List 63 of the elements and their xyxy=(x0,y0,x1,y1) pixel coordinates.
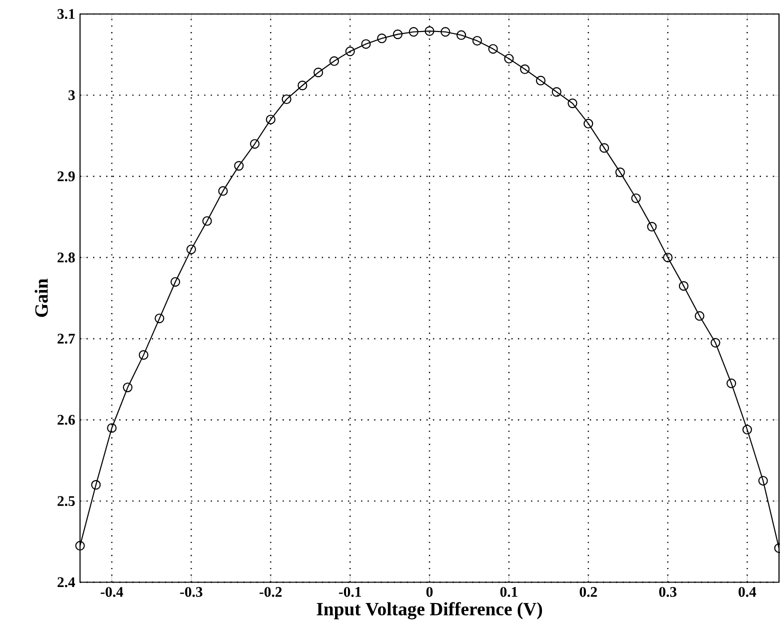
y-tick-label: 2.7 xyxy=(58,334,75,344)
point xyxy=(710,338,720,348)
point xyxy=(568,98,578,108)
point xyxy=(678,281,688,291)
point xyxy=(361,39,371,49)
point xyxy=(599,143,610,153)
point xyxy=(742,424,752,434)
x-tick-label: 0.1 xyxy=(500,586,518,597)
point xyxy=(694,311,704,321)
point xyxy=(392,29,403,39)
point xyxy=(218,186,228,196)
point xyxy=(488,44,498,54)
x-tick-label: 0.3 xyxy=(659,586,676,597)
point xyxy=(107,423,117,433)
point xyxy=(408,26,418,37)
point xyxy=(122,382,132,392)
point xyxy=(186,244,196,254)
point xyxy=(154,313,164,324)
point xyxy=(726,378,736,388)
point xyxy=(377,33,387,44)
y-tick-label: 2.8 xyxy=(58,252,75,262)
point xyxy=(552,87,562,97)
point xyxy=(250,138,260,149)
point xyxy=(266,114,276,124)
y-tick-label: 3.1 xyxy=(58,8,75,19)
point xyxy=(282,94,292,104)
x-tick-label: -0.4 xyxy=(100,586,124,597)
x-tick-label: -0.2 xyxy=(260,586,282,597)
point xyxy=(440,26,450,37)
point xyxy=(314,68,324,78)
point xyxy=(298,80,308,90)
point xyxy=(345,46,355,56)
x-tick-label: -0.1 xyxy=(339,586,361,597)
point xyxy=(631,193,641,203)
x-tick-label: 0.4 xyxy=(738,586,756,597)
y-tick-label: 3 xyxy=(68,90,75,100)
point xyxy=(456,30,466,40)
point xyxy=(234,160,244,170)
y-tick-label: 2.5 xyxy=(58,496,75,506)
point xyxy=(662,252,673,262)
point xyxy=(138,350,148,360)
point xyxy=(75,540,85,550)
point xyxy=(504,54,514,64)
point xyxy=(91,480,101,490)
point xyxy=(647,222,657,232)
point xyxy=(424,26,434,36)
y-axis-title: Gain xyxy=(34,278,48,317)
point xyxy=(615,167,625,177)
y-tick-label: 2.9 xyxy=(58,171,75,182)
point xyxy=(536,76,546,86)
point xyxy=(329,56,340,66)
y-tick-label: 2.4 xyxy=(58,577,76,588)
point xyxy=(202,216,212,226)
x-tick-label: -0.3 xyxy=(180,586,202,597)
point xyxy=(520,64,530,74)
point xyxy=(758,476,768,486)
x-tick-label: 0.2 xyxy=(580,586,597,597)
x-tick-label: 0 xyxy=(426,586,433,597)
point xyxy=(472,36,482,46)
x-axis-title: Input Voltage Difference (V) xyxy=(316,602,542,620)
point xyxy=(584,118,594,128)
y-tick-label: 2.6 xyxy=(58,414,75,425)
point xyxy=(170,276,180,287)
